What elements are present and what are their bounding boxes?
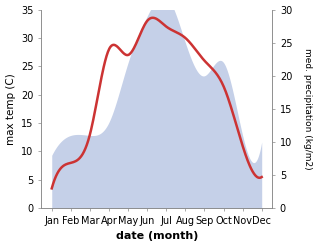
Y-axis label: max temp (C): max temp (C) xyxy=(5,73,16,145)
X-axis label: date (month): date (month) xyxy=(115,231,198,242)
Y-axis label: med. precipitation (kg/m2): med. precipitation (kg/m2) xyxy=(303,48,313,170)
